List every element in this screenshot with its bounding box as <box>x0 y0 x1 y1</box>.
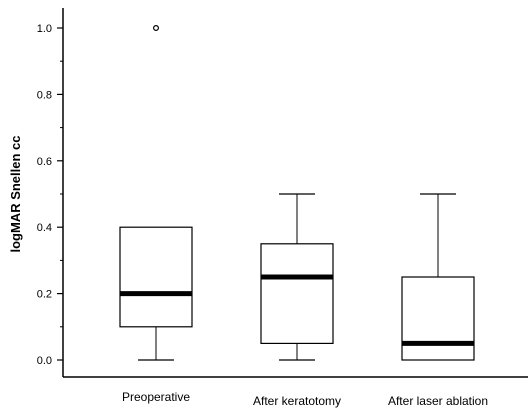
x-tick-labels: Preoperative After keratotomy After laser … <box>122 390 488 408</box>
y-ticks: 0.0 0.2 0.4 0.6 0.8 1.0 <box>37 23 63 367</box>
x-tick-label: After keratotomy <box>253 394 341 408</box>
iqr-box <box>401 276 475 361</box>
y-tick-label: 0.2 <box>37 289 52 301</box>
outlier-point <box>153 25 160 32</box>
box-3 <box>401 193 475 361</box>
boxes <box>119 25 475 361</box>
iqr-box <box>260 243 334 345</box>
x-tick-label: Preoperative <box>122 390 190 404</box>
y-tick-label: 0.8 <box>37 89 52 101</box>
box-1 <box>119 25 193 361</box>
axes <box>62 8 528 378</box>
y-tick-label: 0.6 <box>37 156 52 168</box>
y-tick-label: 0.4 <box>37 222 52 234</box>
y-tick-label: 0.0 <box>37 355 52 367</box>
x-tick-label: After laser ablation <box>388 394 488 408</box>
y-axis-label: logMAR Snellen cc <box>8 135 23 252</box>
iqr-box <box>119 226 193 328</box>
box-2 <box>260 193 334 361</box>
y-tick-label: 1.0 <box>37 23 52 35</box>
